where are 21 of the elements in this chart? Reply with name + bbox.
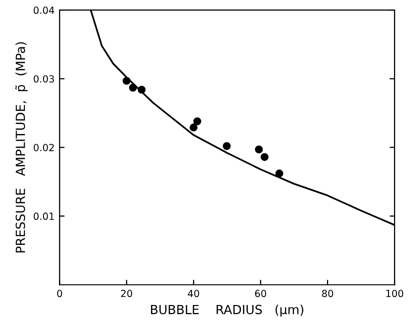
point [129,84,137,92]
y-tick-label: 0.04 [34,6,54,14]
x-tick-label: 60 [255,290,266,298]
x-tick-label: 40 [188,290,200,298]
y-tick-label: 0.01 [34,212,54,220]
x-tick-label: 80 [322,290,334,298]
point [275,170,284,178]
point [138,86,146,94]
x-tick-label: 100 [386,290,404,298]
point [260,153,269,161]
x-tick-label: 20 [121,290,132,298]
y-axis-title: PRESSURE AMPLITUDE, p̃ (MPa) [15,42,28,252]
point [254,146,263,154]
point [190,124,198,132]
x-tick-label: 0 [57,290,62,298]
x-axis-title: BUBBLE RADIUS (μm) [151,304,304,317]
y-tick-label: 0.02 [34,144,54,152]
point [193,117,202,126]
point [122,76,131,85]
y-tick-label: 0.03 [34,75,54,83]
point [222,142,231,150]
